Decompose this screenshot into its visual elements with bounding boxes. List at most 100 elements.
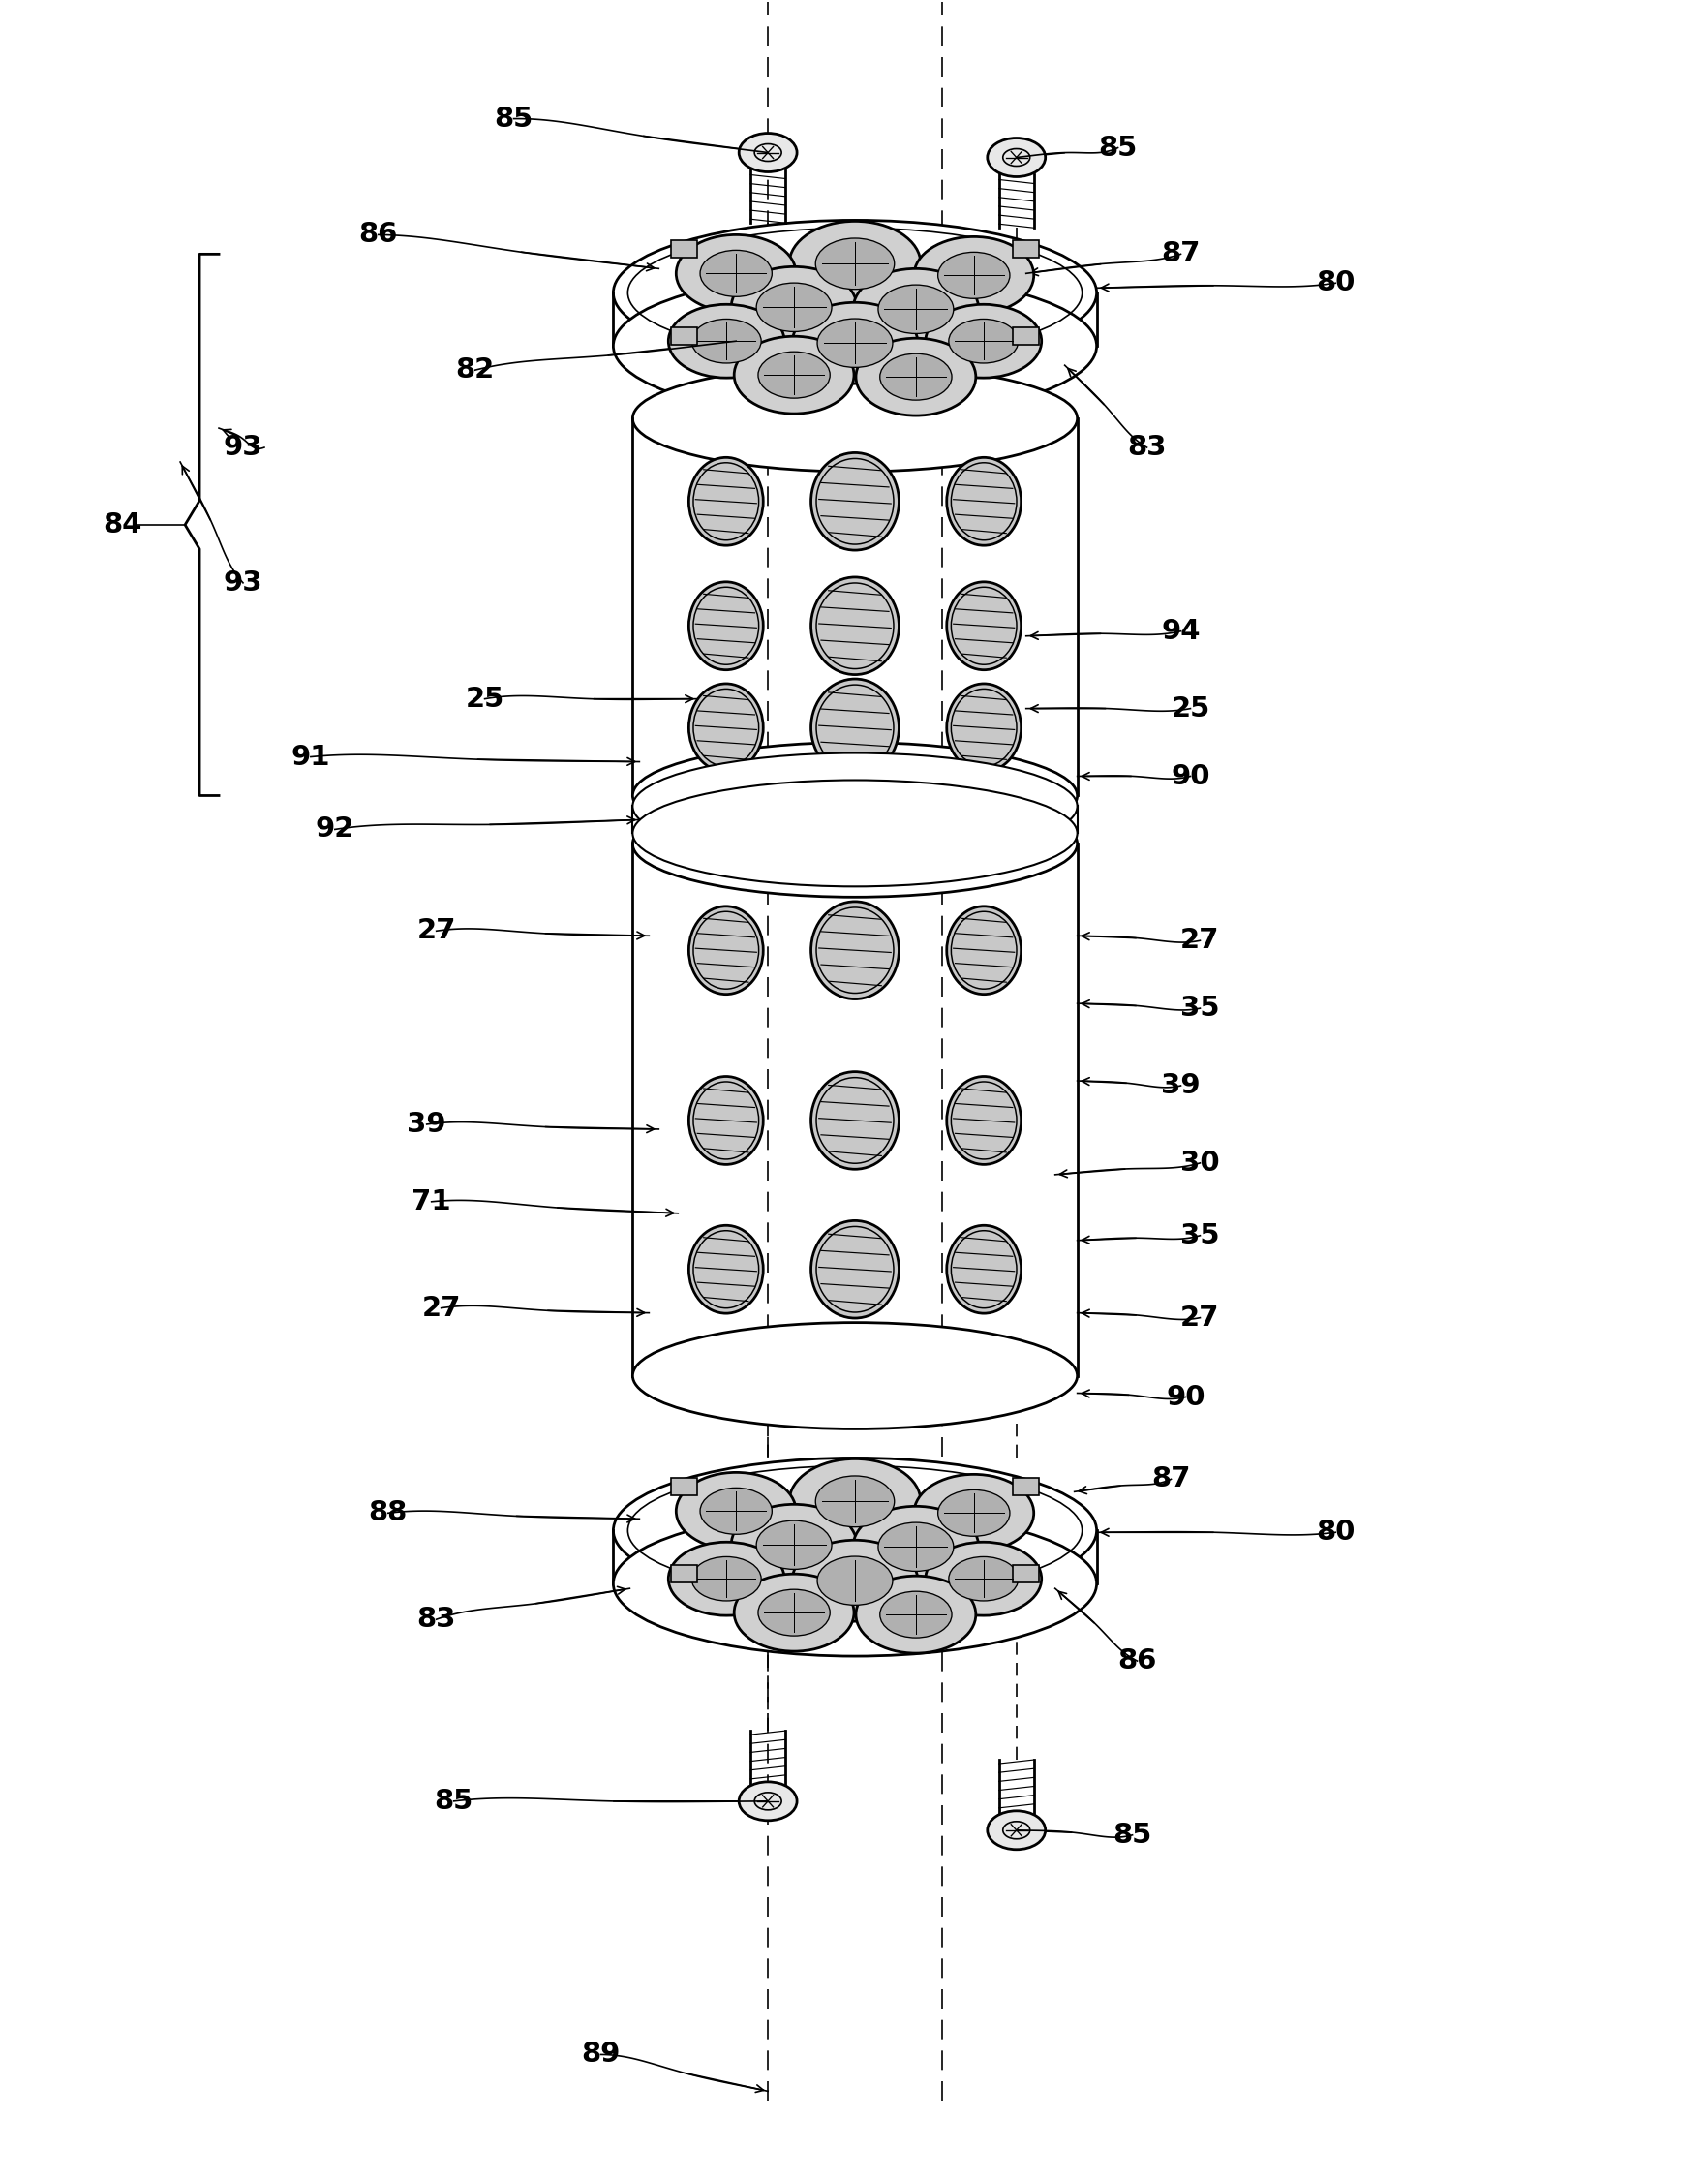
Ellipse shape	[926, 305, 1040, 377]
Ellipse shape	[811, 1221, 898, 1319]
Ellipse shape	[613, 1511, 1097, 1657]
Ellipse shape	[731, 266, 856, 349]
Ellipse shape	[816, 318, 892, 368]
Ellipse shape	[811, 903, 898, 998]
FancyBboxPatch shape	[670, 327, 697, 344]
Text: 86: 86	[359, 220, 398, 249]
Text: 87: 87	[1151, 1465, 1190, 1493]
Ellipse shape	[738, 1781, 796, 1820]
Ellipse shape	[789, 220, 921, 307]
Ellipse shape	[946, 1077, 1021, 1164]
Ellipse shape	[914, 238, 1033, 314]
Ellipse shape	[668, 305, 784, 377]
Ellipse shape	[692, 318, 760, 364]
Text: 80: 80	[1315, 1519, 1354, 1546]
Ellipse shape	[700, 1489, 772, 1535]
Ellipse shape	[926, 1541, 1040, 1615]
Text: 88: 88	[369, 1500, 407, 1526]
Text: 39: 39	[1160, 1073, 1199, 1099]
Ellipse shape	[757, 1522, 832, 1570]
Ellipse shape	[852, 268, 979, 349]
Text: 85: 85	[1098, 135, 1138, 161]
Ellipse shape	[987, 137, 1045, 177]
Ellipse shape	[914, 1474, 1033, 1552]
Ellipse shape	[692, 1557, 760, 1600]
Text: 27: 27	[1180, 926, 1220, 955]
Text: 83: 83	[1127, 434, 1167, 460]
Text: 35: 35	[1180, 994, 1220, 1022]
Text: 93: 93	[224, 569, 263, 597]
Ellipse shape	[688, 458, 763, 545]
Text: 89: 89	[581, 2040, 620, 2069]
Ellipse shape	[688, 685, 763, 772]
FancyBboxPatch shape	[670, 1565, 697, 1583]
Ellipse shape	[688, 1225, 763, 1312]
Text: 80: 80	[1315, 270, 1354, 296]
Ellipse shape	[856, 1576, 975, 1652]
FancyBboxPatch shape	[670, 1478, 697, 1495]
FancyBboxPatch shape	[1011, 1478, 1038, 1495]
Ellipse shape	[880, 1591, 951, 1637]
Ellipse shape	[789, 1458, 921, 1543]
Ellipse shape	[946, 685, 1021, 772]
Text: 91: 91	[290, 743, 330, 770]
Ellipse shape	[878, 286, 953, 334]
Ellipse shape	[632, 1323, 1076, 1428]
Text: 39: 39	[407, 1112, 446, 1138]
Ellipse shape	[987, 1812, 1045, 1849]
Ellipse shape	[632, 752, 1076, 859]
Text: 30: 30	[1180, 1149, 1220, 1177]
Ellipse shape	[852, 1506, 979, 1587]
Ellipse shape	[878, 1522, 953, 1572]
Text: 90: 90	[1165, 1384, 1204, 1410]
Ellipse shape	[734, 1574, 854, 1650]
Text: 25: 25	[1170, 695, 1209, 722]
Ellipse shape	[613, 220, 1097, 366]
Ellipse shape	[816, 1557, 892, 1604]
Text: 94: 94	[1160, 617, 1199, 645]
Ellipse shape	[688, 907, 763, 994]
Ellipse shape	[948, 318, 1018, 364]
Text: 82: 82	[456, 358, 494, 384]
Ellipse shape	[632, 791, 1076, 898]
Ellipse shape	[613, 1458, 1097, 1602]
Ellipse shape	[811, 578, 898, 674]
Text: 27: 27	[417, 918, 456, 944]
Ellipse shape	[700, 251, 772, 296]
Text: 93: 93	[224, 434, 263, 460]
Text: 71: 71	[412, 1188, 451, 1214]
Ellipse shape	[632, 780, 1076, 887]
Text: 27: 27	[422, 1295, 461, 1321]
Ellipse shape	[758, 1589, 830, 1635]
Text: 84: 84	[102, 512, 142, 538]
Text: 85: 85	[1112, 1822, 1151, 1849]
Ellipse shape	[734, 336, 854, 414]
Ellipse shape	[731, 1504, 856, 1585]
Ellipse shape	[811, 678, 898, 776]
Ellipse shape	[676, 1472, 796, 1550]
Ellipse shape	[811, 1073, 898, 1168]
Text: 87: 87	[1160, 240, 1199, 268]
Ellipse shape	[815, 238, 893, 290]
Ellipse shape	[946, 582, 1021, 669]
Text: 35: 35	[1180, 1223, 1220, 1249]
Ellipse shape	[811, 453, 898, 549]
Ellipse shape	[938, 1489, 1009, 1537]
Ellipse shape	[946, 1225, 1021, 1312]
Ellipse shape	[946, 907, 1021, 994]
Ellipse shape	[793, 1539, 917, 1622]
Ellipse shape	[880, 353, 951, 401]
Ellipse shape	[688, 582, 763, 669]
Text: 92: 92	[316, 815, 354, 844]
FancyBboxPatch shape	[670, 240, 697, 257]
Ellipse shape	[632, 366, 1076, 471]
Text: 25: 25	[465, 685, 504, 713]
Ellipse shape	[946, 458, 1021, 545]
Ellipse shape	[758, 351, 830, 399]
Ellipse shape	[738, 133, 796, 172]
Text: 90: 90	[1170, 763, 1209, 789]
Ellipse shape	[613, 272, 1097, 419]
Text: 85: 85	[494, 105, 533, 133]
Ellipse shape	[948, 1557, 1018, 1600]
Ellipse shape	[688, 1077, 763, 1164]
